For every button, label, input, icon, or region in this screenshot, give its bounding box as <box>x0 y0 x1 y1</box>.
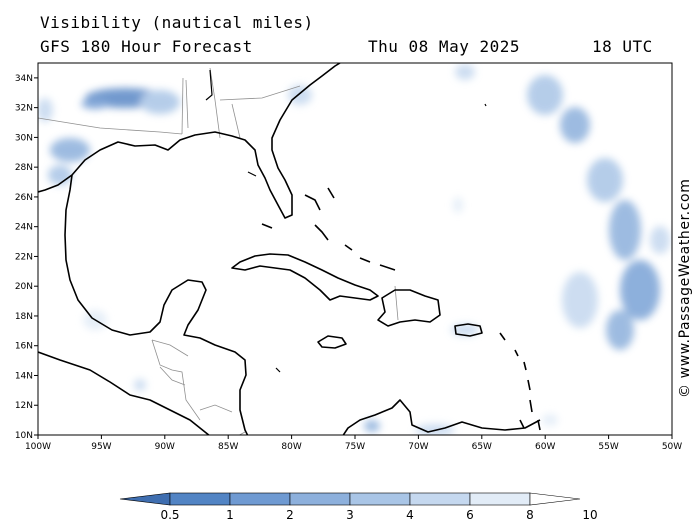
lat-tick-label: 14N <box>15 371 33 381</box>
colorbar-label: 8 <box>526 508 534 522</box>
lon-tick-label: 90W <box>155 442 175 452</box>
map-title: Visibility (nautical miles) <box>40 13 314 32</box>
colorbar-label: 3 <box>346 508 354 522</box>
colorbar-segment <box>469 492 531 506</box>
colorbar-label: 6 <box>466 508 474 522</box>
lat-tick-label: 16N <box>15 342 33 352</box>
colorbar-segment <box>169 492 231 506</box>
country-borders <box>38 67 399 435</box>
lat-tick-label: 26N <box>15 193 33 203</box>
colorbar-segment <box>229 492 291 506</box>
lon-tick-label: 75W <box>345 442 365 452</box>
lat-tick-label: 12N <box>15 401 33 411</box>
small-islands <box>205 69 487 373</box>
colorbar-label: 0.5 <box>160 508 179 522</box>
lat-tick-label: 20N <box>15 282 33 292</box>
lon-tick-label: 85W <box>218 442 238 452</box>
latitude-axis: 10N 12N 14N 16N 18N 20N 22N 24N 26N 28N 30N 32N 34N <box>15 74 38 441</box>
lat-tick-label: 10N <box>15 431 33 441</box>
lat-tick-label: 22N <box>15 252 33 262</box>
colorbar-label: 4 <box>406 508 414 522</box>
low-visibility-shading <box>38 64 670 435</box>
colorbar-low-arrow <box>119 492 171 506</box>
coastlines <box>38 63 541 435</box>
lat-tick-label: 32N <box>15 104 33 114</box>
lon-tick-label: 55W <box>598 442 618 452</box>
colorbar-label: 2 <box>286 508 294 522</box>
colorbar-segment <box>289 492 351 506</box>
lat-tick-label: 24N <box>15 223 33 233</box>
forecast-date: Thu 08 May 2025 <box>368 37 520 56</box>
lat-tick-label: 34N <box>15 74 33 84</box>
lon-tick-label: 65W <box>472 442 492 452</box>
lon-tick-label: 70W <box>408 442 428 452</box>
colorbar-label: 10 <box>582 508 597 522</box>
colorbar-segment <box>349 492 411 506</box>
forecast-time: 18 UTC <box>592 37 653 56</box>
forecast-label: GFS 180 Hour Forecast <box>40 37 253 56</box>
lat-tick-label: 30N <box>15 133 33 143</box>
lon-tick-label: 100W <box>25 442 51 452</box>
lon-tick-label: 60W <box>535 442 555 452</box>
lat-tick-label: 28N <box>15 163 33 173</box>
lat-tick-label: 18N <box>15 312 33 322</box>
visibility-colorbar: 0.5 1 2 3 4 6 8 10 <box>119 492 598 522</box>
lon-tick-label: 95W <box>91 442 111 452</box>
longitude-axis: 100W 95W 90W 85W 80W 75W 70W 65W 60W 55W 50W <box>25 435 682 452</box>
lon-tick-label: 80W <box>281 442 301 452</box>
lon-tick-label: 50W <box>662 442 682 452</box>
colorbar-high-arrow <box>529 492 581 506</box>
colorbar-label: 1 <box>226 508 234 522</box>
colorbar-segment <box>409 492 471 506</box>
site-credit: © www.PassageWeather.com <box>677 178 693 398</box>
